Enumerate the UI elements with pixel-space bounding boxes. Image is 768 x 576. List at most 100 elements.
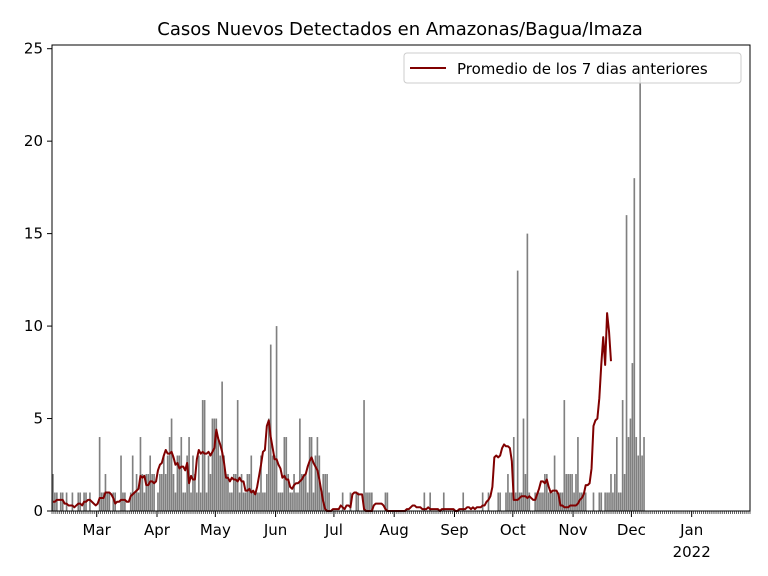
- bar: [231, 492, 233, 511]
- x-tick-label: Sep: [440, 521, 468, 539]
- bar: [139, 437, 142, 511]
- bar: [614, 474, 616, 511]
- bar: [561, 492, 564, 511]
- bar: [612, 492, 614, 511]
- bar: [190, 492, 192, 511]
- bar: [232, 474, 235, 511]
- bar: [100, 492, 103, 511]
- bar: [322, 474, 325, 511]
- bar: [540, 492, 542, 511]
- bar: [137, 492, 140, 511]
- bar: [262, 492, 264, 511]
- bar: [551, 492, 554, 511]
- bar: [143, 492, 146, 511]
- bar: [234, 474, 237, 511]
- bar: [135, 474, 138, 511]
- bar: [52, 474, 54, 511]
- bar: [256, 492, 258, 511]
- bar: [285, 437, 288, 511]
- bar: [509, 492, 511, 511]
- bar: [77, 492, 80, 511]
- bar: [65, 492, 68, 511]
- y-tick-label: 10: [24, 317, 43, 335]
- bar: [580, 492, 583, 511]
- chart-title: Casos Nuevos Detectados en Amazonas/Bagu…: [157, 19, 642, 40]
- y-tick-label: 25: [24, 40, 43, 58]
- bar: [511, 492, 513, 511]
- bar: [297, 492, 299, 511]
- bar: [542, 492, 544, 511]
- bar: [217, 437, 220, 511]
- bar: [326, 474, 328, 511]
- bar: [604, 492, 606, 511]
- bar: [283, 437, 286, 511]
- bar: [289, 492, 291, 511]
- bar: [281, 492, 284, 511]
- bar: [89, 492, 91, 511]
- bar: [250, 455, 253, 511]
- bar: [223, 455, 225, 511]
- bar: [577, 437, 579, 511]
- bar: [355, 492, 358, 511]
- x-tick-label: Apr: [144, 521, 171, 539]
- bar: [192, 455, 194, 511]
- bar: [112, 492, 115, 511]
- bar: [371, 492, 373, 511]
- bar: [584, 492, 587, 511]
- bar: [429, 492, 431, 511]
- bar: [324, 474, 326, 511]
- bar: [534, 492, 536, 511]
- bar: [641, 455, 643, 511]
- bar: [236, 400, 239, 511]
- bar: [384, 492, 387, 511]
- bar: [225, 474, 227, 511]
- line-layer: [52, 312, 612, 512]
- bar: [610, 474, 612, 511]
- bar: [571, 474, 573, 511]
- bar: [627, 437, 630, 511]
- y-axis: 0 5 10 15 20 25: [24, 40, 52, 520]
- bar: [287, 474, 290, 511]
- bar: [386, 492, 389, 511]
- bar: [357, 492, 360, 511]
- bar: [252, 492, 255, 511]
- bar: [442, 492, 445, 511]
- x-tick-label: Jan: [679, 521, 703, 539]
- bar: [514, 492, 517, 511]
- bar: [79, 492, 82, 511]
- bar: [145, 474, 148, 511]
- bar: [267, 418, 270, 511]
- bar: [301, 474, 303, 511]
- bar: [505, 492, 507, 511]
- bar: [122, 492, 124, 511]
- bar: [619, 492, 622, 511]
- bar: [120, 455, 122, 511]
- bar: [246, 474, 249, 511]
- bar: [553, 455, 556, 511]
- bar: [643, 437, 645, 511]
- bar: [275, 326, 278, 511]
- bar: [153, 474, 155, 511]
- bar: [621, 400, 624, 511]
- bar: [481, 492, 484, 511]
- bar: [131, 455, 134, 511]
- bar: [310, 437, 313, 511]
- x-tick-label: Dec: [617, 521, 646, 539]
- bar: [186, 455, 188, 511]
- bar: [635, 437, 638, 511]
- bar: [302, 474, 305, 511]
- bar: [166, 455, 169, 511]
- bar: [547, 492, 550, 511]
- bar: [161, 474, 163, 511]
- bar: [209, 474, 212, 511]
- bar: [147, 474, 150, 511]
- bar: [59, 492, 62, 511]
- bar: [227, 474, 229, 511]
- bar: [215, 418, 218, 511]
- bar: [170, 418, 173, 511]
- bar: [615, 437, 618, 511]
- bar: [629, 418, 632, 511]
- y-tick-label: 15: [24, 225, 43, 243]
- bar: [497, 492, 500, 511]
